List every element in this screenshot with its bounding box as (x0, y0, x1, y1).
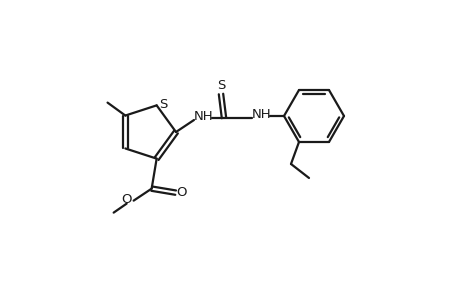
Text: NH: NH (194, 110, 213, 122)
Text: O: O (121, 193, 132, 206)
Text: NH: NH (252, 107, 271, 121)
Text: S: S (216, 79, 225, 92)
Text: O: O (176, 186, 186, 199)
Text: S: S (159, 98, 168, 111)
